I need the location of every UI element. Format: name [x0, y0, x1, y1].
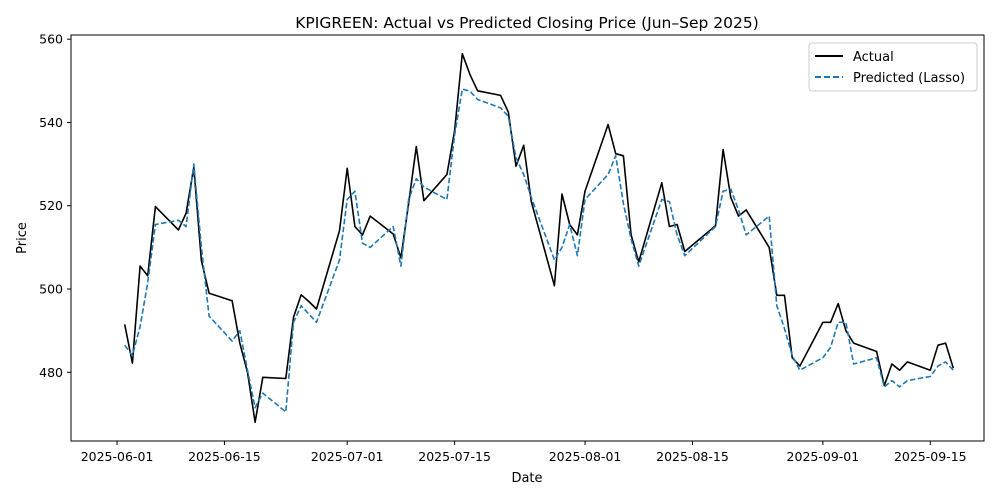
x-axis-label: Date — [511, 471, 542, 486]
plot-area — [123, 52, 955, 424]
y-tick-label: 500 — [39, 282, 63, 297]
y-tick-label: 480 — [39, 365, 63, 380]
x-tick-label: 2025-07-01 — [311, 449, 384, 464]
legend-box — [808, 42, 978, 92]
x-tick-label: 2025-08-15 — [656, 449, 729, 464]
chart-title: KPIGREEN: Actual vs Predicted Closing Pr… — [295, 14, 759, 32]
y-tick-label: 520 — [39, 198, 63, 213]
y-tick-label: 560 — [39, 32, 63, 47]
legend: Actual Predicted (Lasso) — [808, 42, 978, 92]
legend-label-predicted: Predicted (Lasso) — [853, 71, 965, 86]
series-line-actual — [123, 52, 955, 424]
x-tick-label: 2025-06-15 — [188, 449, 261, 464]
axes-frame — [70, 34, 985, 442]
x-tick-label: 2025-09-15 — [894, 449, 967, 464]
y-axis-label: Price — [15, 222, 30, 254]
x-axis-ticks: 2025-06-01 2025-06-15 2025-07-01 2025-07-15… — [81, 441, 967, 464]
x-tick-label: 2025-06-01 — [81, 449, 154, 464]
x-tick-label: 2025-07-15 — [418, 449, 491, 464]
x-tick-label: 2025-08-01 — [549, 449, 622, 464]
legend-label-actual: Actual — [853, 50, 894, 65]
y-axis-ticks: 480 500 520 540 560 — [39, 32, 71, 380]
series-line-predicted — [124, 88, 954, 413]
y-tick-label: 540 — [39, 115, 63, 130]
x-tick-label: 2025-09-01 — [787, 449, 860, 464]
